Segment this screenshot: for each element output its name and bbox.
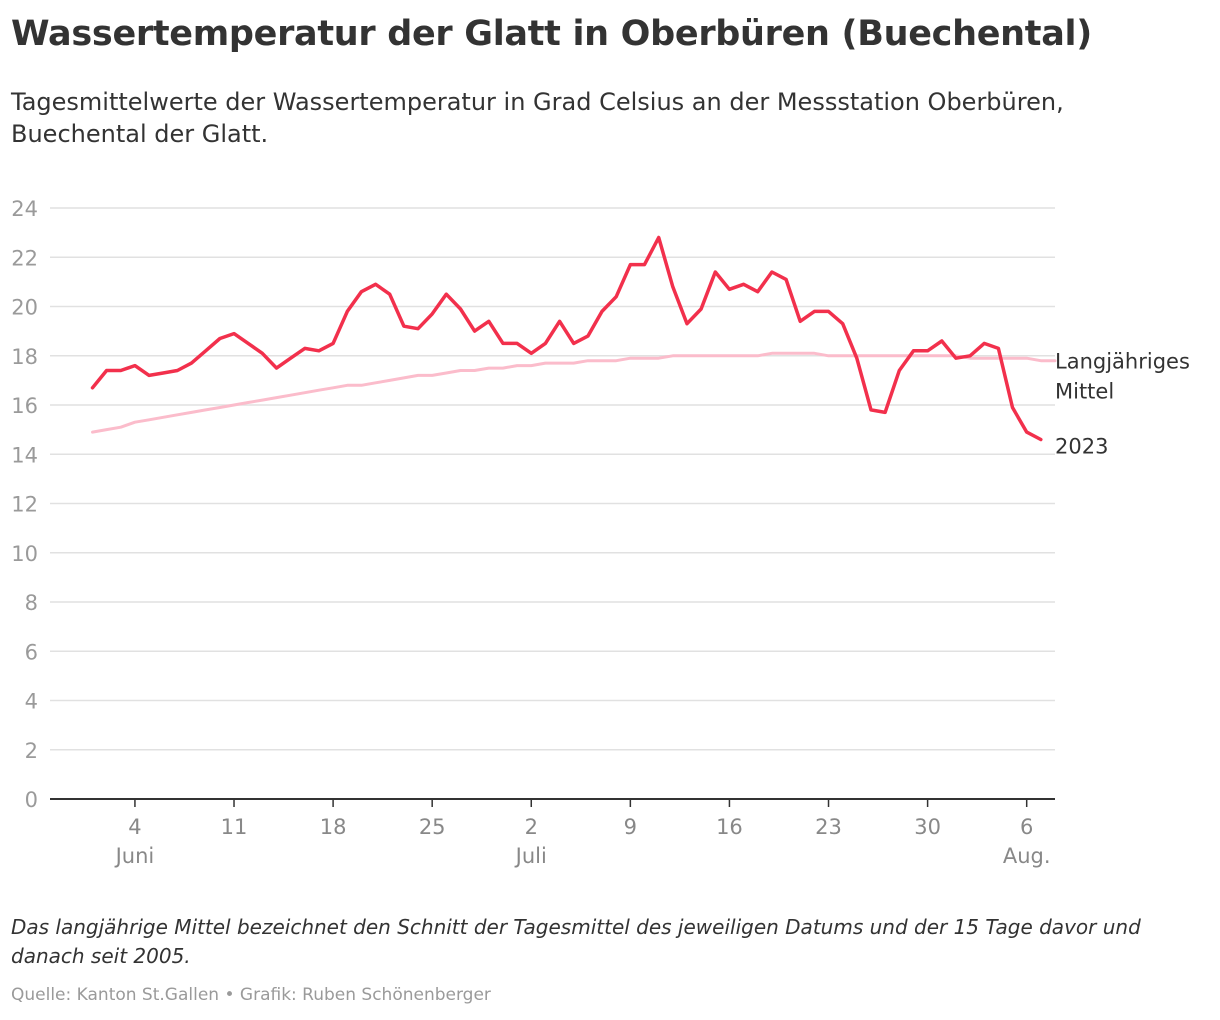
x-tick-label: 16 — [716, 815, 743, 839]
x-tick-sublabel: Aug. — [1003, 844, 1051, 868]
series-label: Mittel — [1055, 380, 1114, 404]
x-tick-label: 2 — [525, 815, 538, 839]
series-label: 2023 — [1055, 434, 1108, 458]
chart-subtitle: Tagesmittelwerte der Wassertemperatur in… — [11, 88, 1064, 148]
y-tick-label: 8 — [25, 591, 38, 615]
x-tick-sublabel: Juli — [514, 844, 547, 868]
x-tick-label: 11 — [221, 815, 248, 839]
y-tick-label: 24 — [11, 197, 38, 221]
x-tick-label: 25 — [419, 815, 446, 839]
y-tick-label: 2 — [25, 739, 38, 763]
chart-title: Wassertemperatur der Glatt in Oberbüren … — [11, 14, 1092, 54]
x-tick-label: 30 — [914, 815, 941, 839]
series-label: Langjähriges — [1055, 350, 1190, 374]
x-axis-ticks: 4 Juni 11 18 25 2 Juli 9 16 23 30 6 Aug. — [114, 799, 1051, 868]
series-line-mean — [91, 351, 1057, 434]
grid-layer — [50, 207, 1055, 751]
series-layer — [90, 235, 1057, 442]
y-tick-label: 4 — [25, 690, 38, 714]
x-tick-label: 18 — [320, 815, 347, 839]
x-tick-label: 6 — [1020, 815, 1033, 839]
y-tick-label: 6 — [25, 640, 38, 664]
x-tick-sublabel: Juni — [114, 844, 155, 868]
y-tick-label: 16 — [11, 394, 38, 418]
y-tick-label: 20 — [11, 296, 38, 320]
series-line-2023 — [90, 235, 1043, 442]
y-tick-label: 18 — [11, 345, 38, 369]
y-tick-label: 22 — [11, 246, 38, 270]
y-tick-label: 0 — [25, 788, 38, 812]
y-tick-label: 14 — [11, 443, 38, 467]
y-tick-label: 12 — [11, 493, 38, 517]
y-tick-label: 10 — [11, 542, 38, 566]
x-tick-label: 4 — [128, 815, 141, 839]
x-tick-label: 9 — [624, 815, 637, 839]
x-tick-label: 23 — [815, 815, 842, 839]
series-labels: Langjähriges Mittel 2023 — [1055, 350, 1190, 459]
chart-footnote: Das langjährige Mittel bezeichnet den Sc… — [11, 915, 1141, 968]
chart-source: Quelle: Kanton St.Gallen • Grafik: Ruben… — [11, 985, 491, 1005]
